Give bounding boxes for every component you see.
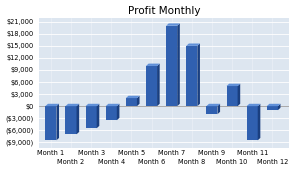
Polygon shape bbox=[45, 104, 59, 106]
Polygon shape bbox=[97, 104, 99, 128]
Polygon shape bbox=[177, 23, 180, 106]
Polygon shape bbox=[86, 106, 97, 128]
Title: Profit Monthly: Profit Monthly bbox=[128, 5, 200, 16]
Polygon shape bbox=[65, 106, 76, 134]
Polygon shape bbox=[237, 84, 240, 106]
Polygon shape bbox=[86, 104, 99, 106]
Polygon shape bbox=[197, 43, 200, 106]
Polygon shape bbox=[157, 64, 160, 106]
Polygon shape bbox=[106, 106, 117, 120]
Polygon shape bbox=[227, 86, 237, 106]
Polygon shape bbox=[206, 104, 220, 106]
Polygon shape bbox=[186, 43, 200, 46]
Polygon shape bbox=[217, 104, 220, 114]
Polygon shape bbox=[247, 104, 260, 106]
Polygon shape bbox=[56, 104, 59, 140]
Polygon shape bbox=[65, 104, 79, 106]
Polygon shape bbox=[247, 106, 258, 140]
Polygon shape bbox=[126, 98, 137, 106]
Polygon shape bbox=[186, 46, 197, 106]
Polygon shape bbox=[45, 106, 56, 140]
Polygon shape bbox=[166, 26, 177, 106]
Polygon shape bbox=[117, 104, 119, 120]
Polygon shape bbox=[227, 84, 240, 86]
Polygon shape bbox=[278, 104, 281, 110]
Polygon shape bbox=[166, 23, 180, 26]
Polygon shape bbox=[106, 104, 119, 106]
Polygon shape bbox=[146, 66, 157, 106]
Polygon shape bbox=[126, 96, 140, 98]
Polygon shape bbox=[258, 104, 260, 140]
Polygon shape bbox=[267, 104, 281, 106]
Polygon shape bbox=[76, 104, 79, 134]
Polygon shape bbox=[146, 64, 160, 66]
Polygon shape bbox=[137, 96, 140, 106]
Polygon shape bbox=[206, 106, 217, 114]
Polygon shape bbox=[267, 106, 278, 110]
